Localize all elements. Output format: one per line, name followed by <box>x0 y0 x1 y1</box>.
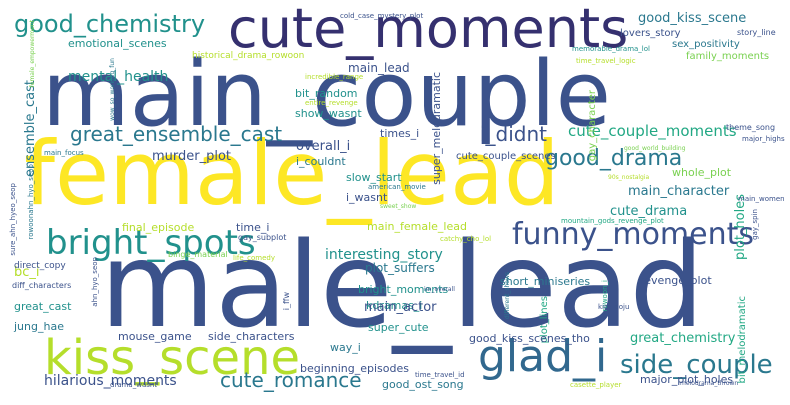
word-whole-plot: whole_plot <box>672 166 732 179</box>
word-mouse-game: mouse_game <box>118 330 192 343</box>
word-cute-romance: cute_romance <box>220 368 362 392</box>
word-lovers-story: lovers_story <box>620 28 681 39</box>
word-cold-case-mystery-plot: cold_case_mystery_plot <box>340 12 424 20</box>
word-theme-song: theme_song <box>726 123 776 132</box>
word-cute-moments: cute_moments <box>228 0 629 60</box>
word-jung-hae: jung_hae <box>14 320 64 333</box>
word-revenge-plot: revenge_plot <box>640 274 712 287</box>
word-good-drama: good_drama <box>545 146 683 171</box>
word-i-ffw: i_ffw <box>282 292 291 311</box>
word-hilarious-moments: hilarious_moments <box>44 373 177 389</box>
word-good-ost-song: good_ost_song <box>382 378 464 391</box>
word-bright-spots: bright_spots <box>46 223 256 263</box>
word-kiss-scene: kiss_scene <box>44 330 301 386</box>
word-mental-health: mental_health <box>68 69 169 85</box>
word-great-chemistry: great_chemistry <box>630 331 736 346</box>
word-good-chemistry: good_chemistry <box>14 10 206 38</box>
word-plot-holes: plot_holes <box>733 194 748 260</box>
word-ensemble-cast: ensemble_cast <box>23 80 38 178</box>
word-memorable-drama-lol: memorable_drama_lol <box>572 45 650 53</box>
word-binge-material: binge_material <box>168 250 228 259</box>
word-different-shows: different_shows <box>504 272 511 320</box>
word-life-comedy: life_comedy <box>233 254 276 262</box>
word-direct-copy: direct_copy <box>14 261 66 271</box>
word-murder-plot: murder_plot <box>152 149 232 164</box>
word-cute-drama: cute_drama <box>610 204 688 219</box>
word-cute-couple-scenes: cute_couple_scenes <box>456 151 556 162</box>
word-kdramas-i: kdramas_i <box>366 299 423 312</box>
word-gay-subplot: gay_subplot <box>238 233 287 242</box>
word-casette-player: casette_player <box>570 381 622 389</box>
word-main-female-lead: main_female_lead <box>367 220 467 233</box>
word-american-movie: american_movie <box>368 183 426 191</box>
word-sweet-show: sweet_show <box>380 203 417 210</box>
word-interesting-story: interesting_story <box>325 247 443 263</box>
word-major-plot-holes: major_plot_holes <box>640 373 734 386</box>
word-times-i: times_i <box>380 127 420 140</box>
word-bright-moments: bright_moments <box>358 283 449 296</box>
word-slow-start: slow_start <box>346 171 402 184</box>
word-super-melodramatic: super_melodramatic <box>430 72 443 185</box>
word-good-kiss-scenes-tho: good_kiss_scenes_tho <box>469 332 590 345</box>
word-sex-positivity: sex_positivity <box>672 39 740 50</box>
word-time-travel-logic: time_travel_logic <box>576 57 636 65</box>
word-historical-drama-rowoon: historical_drama_rowoon <box>192 51 305 61</box>
word-main-focus: main_focus <box>44 149 84 157</box>
word-beginning-episodes: beginning_episodes <box>300 362 409 375</box>
word-sure-ahn-hyeo-seop: sure_ahn_hyeo_seop <box>9 183 17 256</box>
word-wow-so-working-fun: wow_so_working_fun <box>109 58 116 121</box>
word-i-wasnt: i_wasnt <box>346 191 388 204</box>
word-diff-characters: diff_characters <box>12 281 72 290</box>
word-final-episode: final_episode <box>122 221 195 234</box>
word-side-characters: side_characters <box>208 330 295 343</box>
word-good-kiss-scene: good_kiss_scene <box>638 11 747 26</box>
word-show-wasnt: show_wasnt <box>295 107 362 120</box>
word-bit-random: bit_random <box>295 87 358 100</box>
word-major-highs: major_highs <box>742 135 785 143</box>
word-i-couldnt: i_couldnt <box>296 155 346 168</box>
word-super-cute: super_cute <box>368 321 429 334</box>
word-great-cast: great_cast <box>14 300 72 313</box>
word-overall-i: overall_i <box>296 139 351 154</box>
word-great-ensemble-cast: great_ensemble_cast <box>70 122 283 146</box>
word-kim-doju: kim_doju <box>598 303 630 311</box>
word-entire-revenge: entire_revenge <box>305 99 358 107</box>
word-ahn-hyo-seop: ahn_hyo_seop <box>91 257 99 307</box>
word-way-i: way_i <box>330 341 361 354</box>
word-story-line: story_line <box>737 28 776 37</box>
word-mountain-gods-revenge-plot: mountain_gods_revenge_plot <box>561 217 664 225</box>
word-drama-wasnt: drama_wasnt <box>110 381 158 389</box>
word-emotional-scenes: emotional_scenes <box>68 37 167 50</box>
word-male-lead: male_lead <box>100 216 705 354</box>
word-good-world-building: good_world_building <box>624 145 686 152</box>
word-funny-moments: funny_moments <box>512 217 755 252</box>
word-main-character: main_character <box>628 184 730 199</box>
word-rowoonahn-hyo-seop: rowoonahn_hyo_seop <box>27 164 35 240</box>
word-main-couple: main_couple <box>42 42 611 147</box>
word-bit-melodramatic: bit_melodramatic <box>737 296 748 384</box>
word-melodrama-thrown: melodrama_thrown <box>680 380 739 387</box>
word-bc-i: bc_i <box>14 265 40 280</box>
word-time-i: time_i <box>236 221 270 234</box>
word-90s-nostalgia: 90s_nostalgia <box>608 174 650 181</box>
word-gay-spin: gay_spin <box>751 209 759 240</box>
word-catchy-cho-lol: catchy_cho_lol <box>440 235 492 243</box>
word-i-didnt: i_didnt <box>480 122 548 146</box>
word-family-moments: family_moments <box>686 51 770 62</box>
word-im-overall: im_overall <box>424 286 455 293</box>
word-glad-i: glad_i <box>478 331 608 382</box>
word-cute-couple-moments: cute_couple_moments <box>568 122 737 140</box>
word-incredible-range: incredible_range <box>305 73 364 81</box>
word-plot-suffers: plot_suffers <box>365 261 435 275</box>
word-female-lead: female_lead <box>24 122 560 225</box>
word-gay-character: gay_character <box>587 90 598 162</box>
word-main-lead: main_lead <box>348 61 410 75</box>
word-main-actor: main_actor <box>364 300 437 315</box>
word-side-couple: side_couple <box>620 350 773 380</box>
word-short-miniseries: short_miniseries <box>500 275 591 288</box>
word-main-women: main_women <box>738 195 785 203</box>
word-time-travel-id: time_travel_id <box>415 371 465 379</box>
word-female-empowerment: female_empowerment <box>29 20 36 88</box>
